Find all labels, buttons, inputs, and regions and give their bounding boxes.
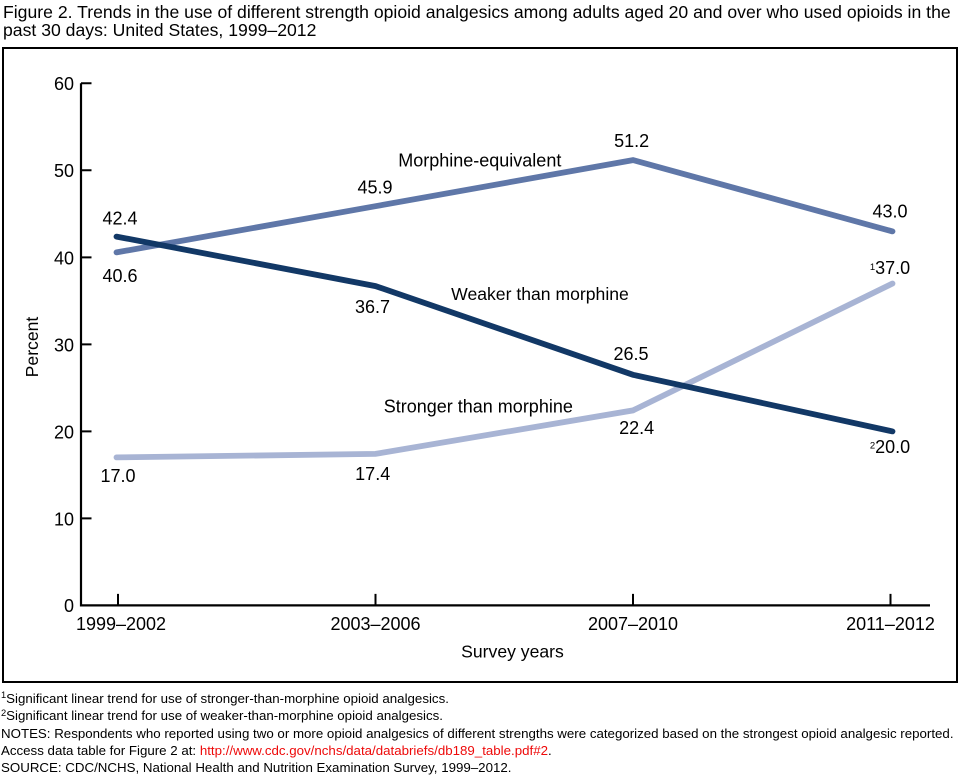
svg-text:45.9: 45.9 — [357, 178, 392, 198]
svg-text:43.0: 43.0 — [872, 202, 907, 222]
svg-text:0: 0 — [64, 596, 74, 616]
svg-text:1999–2002: 1999–2002 — [76, 614, 166, 634]
svg-text:220.0: 220.0 — [870, 437, 910, 457]
svg-text:2007–2010: 2007–2010 — [588, 614, 678, 634]
svg-text:50: 50 — [54, 161, 74, 181]
svg-text:10: 10 — [54, 509, 74, 529]
svg-text:60: 60 — [54, 74, 74, 94]
svg-text:40.6: 40.6 — [102, 266, 137, 286]
svg-text:2003–2006: 2003–2006 — [330, 614, 420, 634]
svg-text:Stronger than morphine: Stronger than morphine — [384, 397, 573, 417]
svg-text:Morphine-equivalent: Morphine-equivalent — [398, 151, 561, 171]
svg-text:51.2: 51.2 — [614, 131, 649, 151]
svg-text:22.4: 22.4 — [619, 418, 654, 438]
svg-text:30: 30 — [54, 335, 74, 355]
svg-text:36.7: 36.7 — [355, 297, 390, 317]
svg-text:2011–2012: 2011–2012 — [846, 614, 935, 634]
svg-text:Survey years: Survey years — [461, 642, 564, 662]
svg-text:20: 20 — [54, 422, 74, 442]
svg-text:40: 40 — [54, 248, 74, 268]
svg-text:137.0: 137.0 — [870, 258, 910, 278]
svg-text:17.0: 17.0 — [100, 466, 135, 486]
svg-text:26.5: 26.5 — [613, 344, 648, 364]
svg-text:Percent: Percent — [22, 317, 42, 378]
svg-text:42.4: 42.4 — [102, 209, 137, 229]
svg-text:17.4: 17.4 — [355, 464, 390, 484]
svg-text:Weaker than morphine: Weaker than morphine — [451, 284, 629, 304]
